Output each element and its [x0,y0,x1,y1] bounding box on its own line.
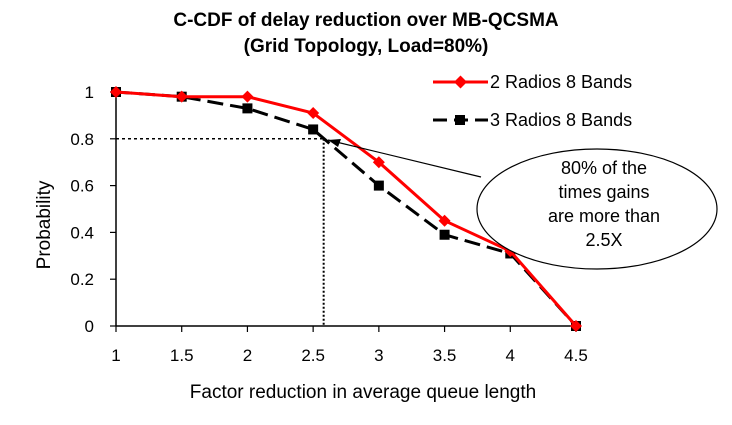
callout-line-4: 2.5X [585,230,622,250]
x-ticks: 1 1.5 2 2.5 3 3.5 4 4.5 [111,326,588,365]
data-point-marker [308,124,319,135]
legend-marker-series-2 [455,115,465,125]
axes [115,92,576,327]
series-line-1 [115,90,578,327]
data-point-marker [242,103,253,114]
series-line-2 [115,90,578,328]
y-tick-label: 0.2 [70,270,94,289]
data-point-marker [372,156,385,169]
y-tick-label: 0.6 [70,177,94,196]
legend: 2 Radios 8 Bands 3 Radios 8 Bands [433,72,632,130]
callout-arrow [327,139,482,178]
x-tick-label: 1.5 [170,346,194,365]
legend-label-series-1: 2 Radios 8 Bands [490,72,632,92]
x-tick-label: 4 [506,346,515,365]
callout-arrowhead [328,139,341,147]
data-point-marker [439,229,450,240]
chart-subtitle: (Grid Topology, Load=80%) [244,36,489,57]
x-tick-label: 3 [374,346,383,365]
y-tick-label: 1 [85,83,94,102]
callout-bubble [476,148,718,270]
x-tick-label: 2.5 [301,346,325,365]
legend-marker-series-1 [454,75,467,89]
x-axis-label: Factor reduction in average queue length [190,382,536,403]
y-ticks: 0 0.2 0.4 0.6 0.8 1 [70,83,116,336]
x-tick-label: 4.5 [564,346,588,365]
reference-lines [116,138,325,326]
data-point-marker [373,180,384,191]
legend-label-series-2: 3 Radios 8 Bands [490,110,632,130]
y-tick-label: 0.4 [70,223,94,242]
y-tick-label: 0.8 [70,130,94,149]
data-point-marker [241,90,254,103]
series-layer [110,86,582,332]
chart-title: C-CDF of delay reduction over MB-QCSMA [173,10,559,31]
y-axis-label: Probability [34,180,55,269]
y-tick-label: 0 [85,317,94,336]
callout: 80% of the times gains are more than 2.5… [327,139,718,270]
data-point-marker [438,214,451,227]
data-point-marker [110,86,122,98]
data-point-marker [307,107,320,120]
x-tick-label: 3.5 [433,346,457,365]
callout-line-1: 80% of the [561,158,647,178]
data-point-marker [175,90,188,103]
callout-line-2: times gains [558,182,649,202]
x-tick-label: 2 [243,346,252,365]
callout-line-3: are more than [548,206,660,226]
data-point-marker [570,320,582,332]
x-tick-label: 1 [111,346,120,365]
series-1 [110,86,582,332]
